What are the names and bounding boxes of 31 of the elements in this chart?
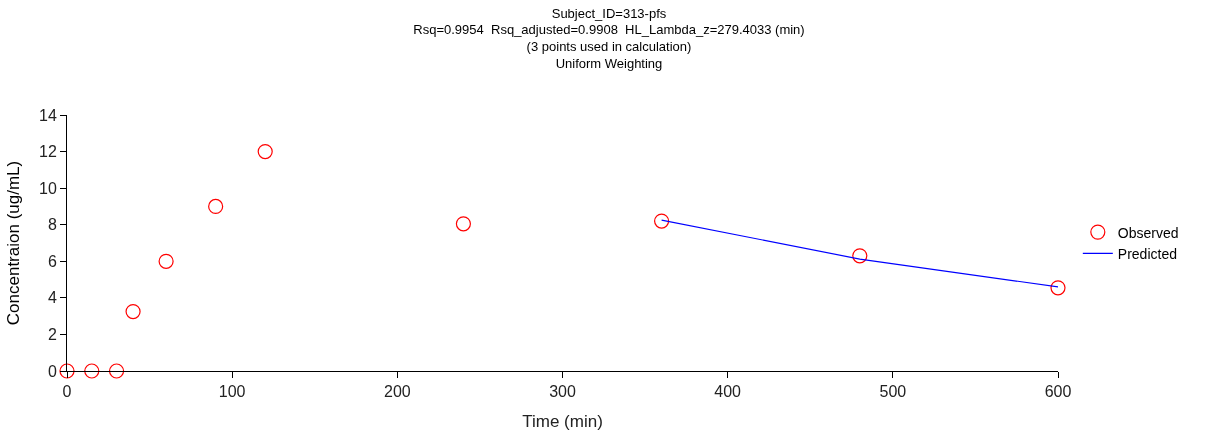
point: [852, 248, 868, 264]
y-tick-label: 4: [47, 289, 57, 307]
x-axis-title: Time (min): [522, 411, 603, 431]
point: [654, 213, 670, 229]
legend-label: Predicted: [1117, 245, 1177, 262]
point: [84, 363, 100, 379]
x-tick-label: 0: [62, 383, 72, 401]
y-tick-label: 12: [39, 143, 57, 161]
y-tick-label: 6: [47, 252, 57, 270]
point: [257, 143, 273, 160]
x-tick-label: 600: [1044, 383, 1072, 401]
x-tick-label: 400: [714, 383, 742, 401]
point: [125, 303, 141, 320]
legend-label: Observed: [1117, 224, 1179, 241]
point: [59, 363, 75, 379]
y-axis-title: Concentraion (ug/mL): [3, 160, 23, 326]
point: [208, 198, 224, 215]
x-tick-label: 300: [549, 383, 576, 401]
point: [455, 216, 471, 232]
y-tick-label: 14: [39, 106, 57, 124]
y-tick-label: 10: [39, 179, 57, 197]
point: [158, 253, 174, 269]
chart-title: Subject_ID=313-pfs Rsq=0.9954 Rsq_adjusted=0.9908 HL_Lambda_z=279.4033 (min) (3 points used in calculation) Uniform Weighting: [413, 5, 805, 72]
y-tick-label: 8: [47, 216, 57, 234]
y-tick-label: 0: [47, 362, 57, 380]
x-tick-label: 200: [383, 383, 411, 401]
point: [108, 363, 125, 379]
x-tick-label: 500: [879, 383, 907, 401]
y-tick-label: 2: [47, 326, 57, 344]
x-tick-label: 100: [218, 383, 246, 401]
point: [1050, 280, 1066, 296]
